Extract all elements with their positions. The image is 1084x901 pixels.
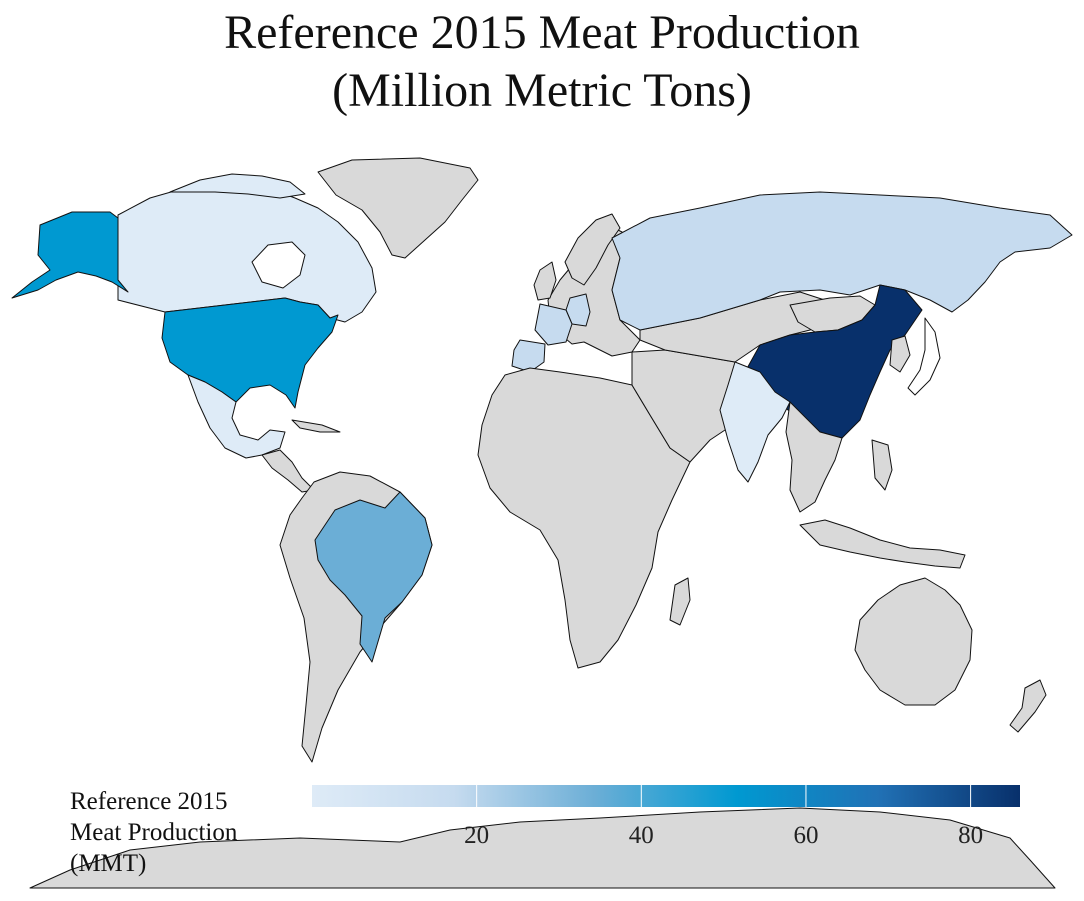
map-title-line-2: (Million Metric Tons) (332, 64, 752, 117)
country-greenland (317, 157, 479, 259)
legend-title-line-3: (MMT) (70, 850, 147, 877)
legend-colorbar (312, 785, 1020, 807)
country-alaska[interactable] (11, 211, 129, 299)
country-japan (907, 317, 941, 396)
country-madagascar (669, 577, 691, 626)
country-canada[interactable] (117, 182, 377, 323)
country-brazil[interactable] (314, 491, 433, 663)
legend-title: Reference 2015 Meat Production (MMT) (70, 786, 237, 879)
country-russia[interactable] (611, 191, 1073, 331)
map-title: Reference 2015 Meat Production (Million … (0, 4, 1084, 120)
region-korea (889, 335, 911, 373)
country-india[interactable] (719, 361, 791, 483)
region-southeast-asia (785, 401, 843, 513)
legend-title-line-1: Reference 2015 (70, 788, 228, 815)
legend-tick-label: 40 (628, 822, 654, 849)
country-spain[interactable] (511, 339, 546, 373)
country-australia (854, 577, 973, 706)
legend-tick-label: 60 (793, 822, 819, 849)
country-france[interactable] (534, 303, 573, 346)
country-philippines (871, 439, 893, 491)
region-indonesia (799, 519, 966, 569)
hudson-bay (251, 241, 306, 289)
legend-title-line-2: Meat Production (70, 819, 238, 846)
country-mexico[interactable] (187, 374, 286, 459)
legend-gradient-bar (312, 785, 1020, 807)
country-new-zealand (1009, 679, 1047, 733)
country-uk (533, 261, 557, 301)
legend-tick-label: 80 (958, 822, 984, 849)
region-central-america (261, 449, 315, 493)
map-title-line-1: Reference 2015 Meat Production (224, 6, 860, 59)
legend-tick-label: 20 (464, 822, 490, 849)
country-canada-arctic-islands (169, 173, 306, 199)
country-cuba (291, 419, 341, 433)
region-antarctica (29, 807, 1056, 889)
country-united-states[interactable] (161, 297, 339, 409)
